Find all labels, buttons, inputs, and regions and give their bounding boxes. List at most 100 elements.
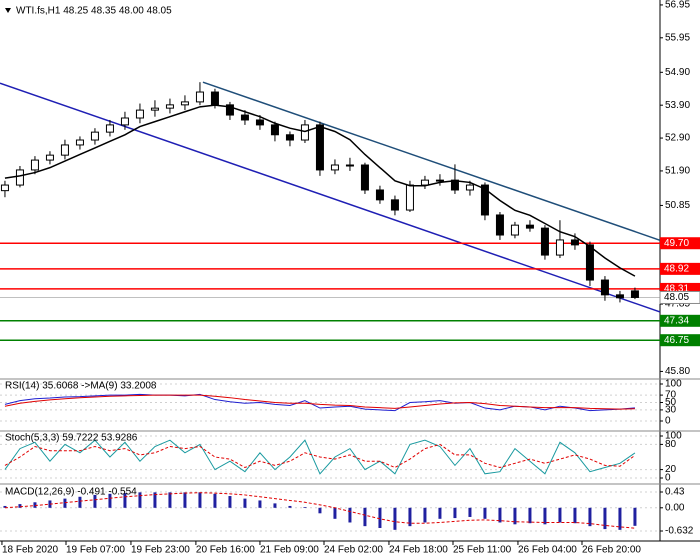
histogram-bar xyxy=(543,507,547,525)
y-tick-label: 70 xyxy=(665,390,677,401)
candle-body xyxy=(30,159,39,171)
histogram-bar xyxy=(123,493,127,508)
candle-body xyxy=(165,104,174,109)
candle-body xyxy=(135,109,144,119)
indicator-line xyxy=(4,439,636,475)
x-tick-label: 26 Feb 20:00 xyxy=(582,545,641,556)
histogram-bar xyxy=(108,493,112,508)
indicator-line xyxy=(4,394,635,410)
y-tick-label: 80 xyxy=(665,439,677,450)
histogram-bar xyxy=(273,503,277,508)
level-label: 48.92 xyxy=(664,264,689,275)
candle-body xyxy=(15,169,24,186)
histogram-bar xyxy=(198,492,202,508)
histogram-bar xyxy=(258,500,262,508)
histogram-bar xyxy=(3,505,7,508)
y-tick-label: 55.95 xyxy=(665,32,690,43)
candle-body xyxy=(150,107,159,111)
histogram-bar xyxy=(633,507,637,526)
candle-body xyxy=(255,119,264,126)
histogram-bar xyxy=(393,507,397,530)
histogram-bar xyxy=(18,504,22,508)
y-tick-label: 0 xyxy=(665,473,671,484)
candle-body xyxy=(225,104,234,116)
candle-body xyxy=(615,294,624,299)
level-tag xyxy=(660,314,700,327)
y-tick-label: 50.85 xyxy=(665,200,690,211)
x-tick-label: 19 Feb 23:00 xyxy=(131,545,190,556)
histogram-bar xyxy=(183,492,187,508)
candle-body xyxy=(570,239,579,246)
x-tick-label: 19 Feb 07:00 xyxy=(66,545,125,556)
candle-body xyxy=(345,164,354,167)
level-tag xyxy=(660,334,700,347)
histogram-bar xyxy=(453,507,457,519)
histogram-bar xyxy=(318,507,322,514)
candle-body xyxy=(465,184,474,191)
histogram-bar xyxy=(168,492,172,508)
level-tag xyxy=(660,237,700,250)
indicator-title: RSI(14) 35.6068 ->MA(9) 33.2008 xyxy=(5,381,157,392)
candle-body xyxy=(315,124,324,171)
candle-body xyxy=(180,101,189,106)
candle-body xyxy=(555,239,564,256)
histogram-bar xyxy=(33,502,37,508)
indicator-title: MACD(12,26,9) -0.491 -0.554 xyxy=(5,487,137,498)
histogram-bar xyxy=(363,507,367,527)
y-tick-label: 50 xyxy=(665,397,677,408)
candle-body xyxy=(285,134,294,141)
level-tag xyxy=(660,262,700,275)
histogram-bar xyxy=(468,507,472,517)
histogram-bar xyxy=(78,496,82,508)
moving-average xyxy=(4,104,636,277)
histogram-bar xyxy=(333,507,337,519)
candle-body xyxy=(405,184,414,211)
candle-body xyxy=(510,224,519,236)
last-price-label: 48.05 xyxy=(664,292,689,303)
candle-body xyxy=(375,189,384,201)
level-label: 48.31 xyxy=(664,284,689,295)
y-tick-label: 0 xyxy=(665,416,671,427)
x-tick-label: 24 Feb 18:00 xyxy=(389,545,448,556)
y-tick-label: 51.90 xyxy=(665,166,690,177)
histogram-bar xyxy=(573,507,577,524)
histogram-bar xyxy=(438,507,442,519)
histogram-bar xyxy=(603,507,607,530)
candle-body xyxy=(420,179,429,186)
y-tick-label: 54.90 xyxy=(665,67,690,78)
histogram-bar xyxy=(228,496,232,508)
x-tick-label: 24 Feb 02:00 xyxy=(324,545,383,556)
x-tick-label: 20 Feb 16:00 xyxy=(196,545,255,556)
histogram-bar xyxy=(408,507,412,527)
histogram-bar xyxy=(288,505,292,508)
y-tick-label: 0.43 xyxy=(665,487,685,498)
y-tick-label: 53.90 xyxy=(665,100,690,111)
y-tick-label: 100 xyxy=(665,431,682,442)
candle-body xyxy=(480,184,489,216)
histogram-bar xyxy=(153,492,157,508)
last-price-tag xyxy=(659,290,700,304)
chart-title: WTI.fs,H1 48.25 48.35 48.00 48.05 xyxy=(16,6,172,17)
indicator-line xyxy=(4,443,636,469)
candle-body xyxy=(600,279,609,296)
candle-body xyxy=(240,114,249,121)
y-tick-label: -0.632 xyxy=(665,526,694,537)
histogram-bar xyxy=(558,507,562,523)
candle-body xyxy=(195,91,204,103)
histogram-bar xyxy=(303,507,307,508)
candle-body xyxy=(300,124,309,141)
histogram-bar xyxy=(618,507,622,530)
candle-body xyxy=(210,91,219,106)
x-tick-label: 25 Feb 11:00 xyxy=(453,545,512,556)
candle-body xyxy=(360,164,369,191)
level-label: 47.34 xyxy=(664,315,689,326)
y-tick-label: 56.95 xyxy=(665,0,690,11)
histogram-bar xyxy=(213,493,217,508)
level-label: 46.75 xyxy=(664,335,689,346)
y-tick-label: 20 xyxy=(665,464,677,475)
candle-body xyxy=(585,244,594,281)
candle-body xyxy=(495,214,504,236)
histogram-bar xyxy=(348,507,352,523)
histogram-bar xyxy=(243,498,247,508)
